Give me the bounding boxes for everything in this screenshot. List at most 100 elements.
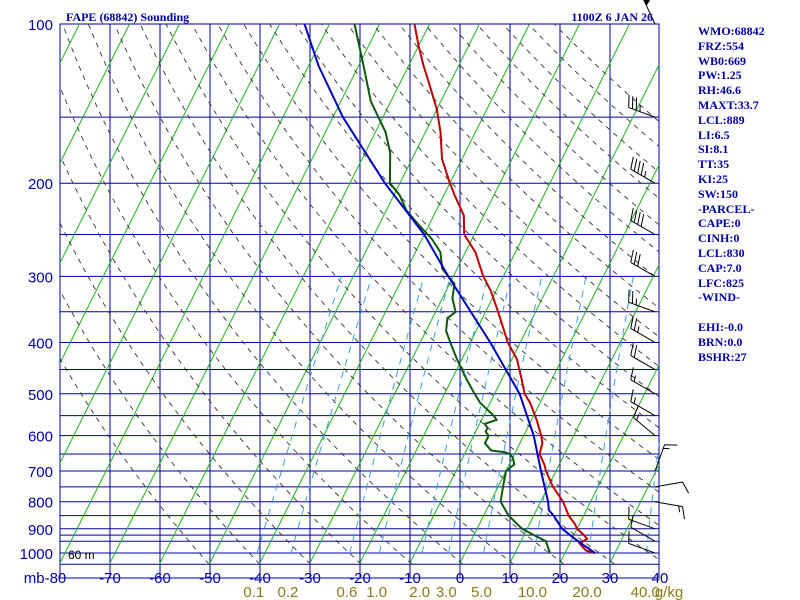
stability-index-item: KI:25 <box>698 171 728 186</box>
wind-barb-feather <box>637 253 641 267</box>
pressure-tick-label: 200 <box>28 176 53 193</box>
wind-barb <box>630 208 656 235</box>
mixing-ratio-tick-label: 10.0 <box>518 584 547 600</box>
wind-barb-feather <box>682 506 685 520</box>
dry-adiabat-line <box>320 24 659 367</box>
dewpoint-profile-line <box>353 24 551 554</box>
wind-barb-feather <box>633 345 638 358</box>
dry-adiabat-line <box>60 289 261 565</box>
stability-index-item: LFC:825 <box>698 275 744 290</box>
pressure-tick-label: 300 <box>28 269 53 286</box>
wind-barb-feather <box>630 514 634 528</box>
temperature-tick-label: 10 <box>502 570 519 587</box>
wind-barb <box>654 481 690 494</box>
isotherm-line <box>158 24 430 565</box>
wind-barb <box>654 444 678 472</box>
stability-index-item: CAPE:0 <box>698 216 741 231</box>
wind-barb <box>630 514 656 542</box>
isotherm-line <box>258 24 530 565</box>
mixing-ratio-unit-label: g/kg <box>655 584 683 600</box>
dry-adiabat-line <box>60 85 413 565</box>
dry-adiabat-line <box>113 24 565 565</box>
wind-barb-staff <box>654 481 683 488</box>
stability-index-item: -WIND- <box>698 290 740 305</box>
wind-barb <box>630 249 656 277</box>
isotherm-line <box>0 24 30 564</box>
stability-index-item: LCL:830 <box>698 245 745 260</box>
isotherm-line <box>60 24 280 465</box>
mixing-ratio-tick-label: 1.0 <box>366 584 387 600</box>
wind-barb <box>630 343 656 370</box>
dry-adiabat-line <box>398 24 659 281</box>
temperature-tick-label: -50 <box>199 570 221 587</box>
wind-barb-feather <box>637 160 641 174</box>
wind-barb-staff <box>630 328 656 343</box>
dry-adiabat-line <box>60 154 362 565</box>
mixing-ratio-tick-label: 3.0 <box>436 584 457 600</box>
dry-adiabat-line <box>269 24 659 429</box>
wind-barb-feather <box>630 208 634 221</box>
wind-barb-staff <box>630 168 656 184</box>
pressure-tick-label: 600 <box>28 429 53 446</box>
wind-barb-staff <box>628 518 656 530</box>
wind-barb-feather <box>630 367 634 380</box>
wind-barb-feather <box>633 317 638 331</box>
stability-index-item: BSHR:27 <box>698 349 747 364</box>
isotherm-line <box>358 24 630 565</box>
mixing-ratio-tick-label: 0.1 <box>243 584 264 600</box>
stability-index-item: MAXT:33.7 <box>698 97 759 112</box>
wind-barb-staff <box>628 542 656 554</box>
wind-barb-feather <box>637 212 641 225</box>
isotherm-line <box>60 24 130 165</box>
temperature-tick-label: mb-80 <box>24 570 67 587</box>
isotherm-line <box>408 63 659 565</box>
pressure-tick-label: 1000 <box>20 546 53 563</box>
mixing-ratio-line <box>645 440 659 554</box>
stability-index-item: LCL:889 <box>698 112 745 127</box>
mixing-ratio-line <box>421 276 489 554</box>
wind-barb-half-feather <box>644 170 647 178</box>
isotherm-line <box>60 24 180 265</box>
isotherm-line <box>60 24 230 365</box>
mixing-ratio-tick-label: 40.0 <box>631 584 660 600</box>
dry-adiabat-line <box>62 24 463 565</box>
wind-barb-feather <box>640 214 645 227</box>
wind-barb-staff <box>654 444 666 472</box>
mixing-ratio-tick-label: 5.0 <box>471 584 492 600</box>
isotherm-line <box>308 24 580 565</box>
sounding-time: 1100Z 6 JAN 26 <box>571 10 653 24</box>
wind-barb-staff <box>630 261 656 277</box>
wind-barb-half-feather <box>633 375 636 382</box>
wind-barb-feather <box>633 251 638 265</box>
pressure-tick-label: 900 <box>28 522 53 539</box>
temperature-tick-label: -60 <box>149 570 171 587</box>
stability-index-item: RH:46.6 <box>698 83 741 98</box>
temperature-tick-label: 30 <box>602 570 619 587</box>
wind-barb <box>643 0 656 25</box>
wind-barb <box>630 367 656 395</box>
sounding-title: FAPE (68842) Sounding <box>66 10 189 24</box>
wind-barb-staff <box>630 379 656 395</box>
wind-barb <box>628 530 656 554</box>
stability-index-item: TT:35 <box>698 157 730 172</box>
dry-adiabat-line <box>60 222 311 565</box>
wind-barb-staff <box>654 501 683 508</box>
wind-barb-feather <box>682 481 690 494</box>
wind-barb <box>630 156 656 184</box>
isotherm-line <box>208 24 480 565</box>
wind-barb-pennant <box>643 0 651 6</box>
stability-index-item: WMO:68842 <box>698 24 765 38</box>
wind-barb-feather <box>633 405 639 418</box>
wind-barb-half-feather <box>636 414 640 421</box>
stability-index-item: LI:6.5 <box>698 127 730 142</box>
stability-indices-panel: WMO:68842 FRZ:554 WB0:669 PW:1.25 RH:46.6 MAX… <box>698 24 798 364</box>
mixing-ratio-line <box>256 276 342 554</box>
wind-barb-feather <box>630 249 634 263</box>
stability-index-item <box>698 305 798 320</box>
temperature-tick-label: 40 <box>652 570 669 587</box>
stability-index-item: -PARCEL- <box>698 201 755 216</box>
stability-index-item: SW:150 <box>698 186 739 201</box>
isotherm-line <box>108 24 380 565</box>
dry-adiabat-line <box>243 24 659 460</box>
